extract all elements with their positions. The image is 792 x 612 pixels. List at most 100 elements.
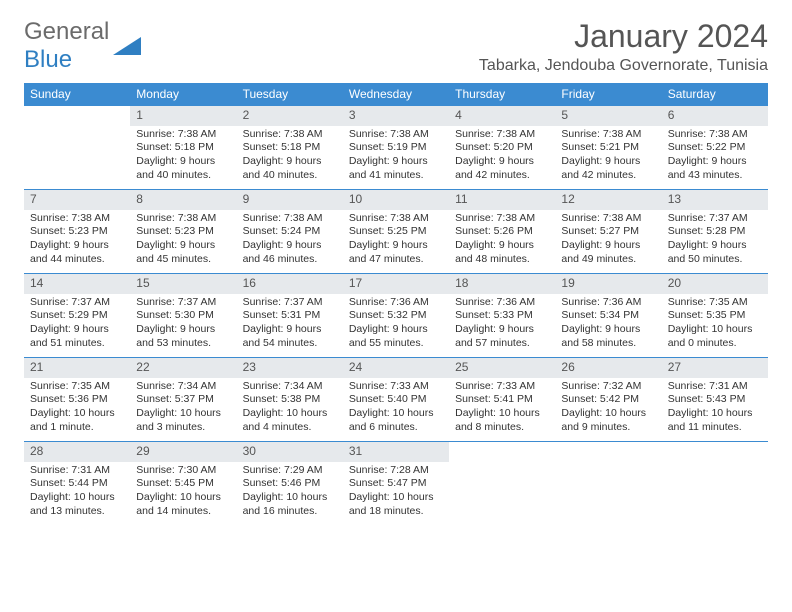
sunset-text: Sunset: 5:28 PM	[668, 225, 762, 239]
day-number: 9	[237, 190, 343, 210]
calendar-cell: 17Sunrise: 7:36 AMSunset: 5:32 PMDayligh…	[343, 274, 449, 358]
weekday-header-row: Sunday Monday Tuesday Wednesday Thursday…	[24, 83, 768, 106]
sunset-text: Sunset: 5:43 PM	[668, 393, 762, 407]
daylight-text: Daylight: 10 hours and 3 minutes.	[136, 407, 230, 434]
day-body: Sunrise: 7:38 AMSunset: 5:22 PMDaylight:…	[662, 126, 768, 187]
sunrise-text: Sunrise: 7:33 AM	[455, 380, 549, 394]
logo-text-blue: Blue	[24, 46, 72, 73]
sunset-text: Sunset: 5:24 PM	[243, 225, 337, 239]
calendar-cell: 21Sunrise: 7:35 AMSunset: 5:36 PMDayligh…	[24, 358, 130, 442]
weekday-header: Monday	[130, 83, 236, 106]
day-body: Sunrise: 7:29 AMSunset: 5:46 PMDaylight:…	[237, 462, 343, 523]
daylight-text: Daylight: 9 hours and 54 minutes.	[243, 323, 337, 350]
calendar-cell: 18Sunrise: 7:36 AMSunset: 5:33 PMDayligh…	[449, 274, 555, 358]
calendar-cell: 1Sunrise: 7:38 AMSunset: 5:18 PMDaylight…	[130, 106, 236, 190]
day-body: Sunrise: 7:35 AMSunset: 5:36 PMDaylight:…	[24, 378, 130, 439]
day-number: 12	[555, 190, 661, 210]
calendar-cell: 5Sunrise: 7:38 AMSunset: 5:21 PMDaylight…	[555, 106, 661, 190]
daylight-text: Daylight: 10 hours and 1 minute.	[30, 407, 124, 434]
day-body: Sunrise: 7:36 AMSunset: 5:32 PMDaylight:…	[343, 294, 449, 355]
sunset-text: Sunset: 5:36 PM	[30, 393, 124, 407]
sunset-text: Sunset: 5:23 PM	[30, 225, 124, 239]
calendar-cell: 27Sunrise: 7:31 AMSunset: 5:43 PMDayligh…	[662, 358, 768, 442]
daylight-text: Daylight: 9 hours and 43 minutes.	[668, 155, 762, 182]
day-body: Sunrise: 7:33 AMSunset: 5:41 PMDaylight:…	[449, 378, 555, 439]
weekday-header: Thursday	[449, 83, 555, 106]
sunrise-text: Sunrise: 7:36 AM	[455, 296, 549, 310]
sunrise-text: Sunrise: 7:38 AM	[349, 128, 443, 142]
sunset-text: Sunset: 5:34 PM	[561, 309, 655, 323]
daylight-text: Daylight: 10 hours and 13 minutes.	[30, 491, 124, 518]
day-number: 6	[662, 106, 768, 126]
day-number: 24	[343, 358, 449, 378]
calendar-cell: 16Sunrise: 7:37 AMSunset: 5:31 PMDayligh…	[237, 274, 343, 358]
day-body: Sunrise: 7:32 AMSunset: 5:42 PMDaylight:…	[555, 378, 661, 439]
sunset-text: Sunset: 5:23 PM	[136, 225, 230, 239]
day-number: 8	[130, 190, 236, 210]
calendar-cell: 7Sunrise: 7:38 AMSunset: 5:23 PMDaylight…	[24, 190, 130, 274]
sunrise-text: Sunrise: 7:38 AM	[136, 128, 230, 142]
sunset-text: Sunset: 5:37 PM	[136, 393, 230, 407]
sunrise-text: Sunrise: 7:28 AM	[349, 464, 443, 478]
day-body: Sunrise: 7:35 AMSunset: 5:35 PMDaylight:…	[662, 294, 768, 355]
weekday-header: Saturday	[662, 83, 768, 106]
sunrise-text: Sunrise: 7:29 AM	[243, 464, 337, 478]
calendar-cell: 11Sunrise: 7:38 AMSunset: 5:26 PMDayligh…	[449, 190, 555, 274]
day-body: Sunrise: 7:34 AMSunset: 5:37 PMDaylight:…	[130, 378, 236, 439]
calendar-table: Sunday Monday Tuesday Wednesday Thursday…	[24, 83, 768, 526]
calendar-cell: 6Sunrise: 7:38 AMSunset: 5:22 PMDaylight…	[662, 106, 768, 190]
day-number: 18	[449, 274, 555, 294]
daylight-text: Daylight: 9 hours and 46 minutes.	[243, 239, 337, 266]
sunset-text: Sunset: 5:21 PM	[561, 141, 655, 155]
day-number: 4	[449, 106, 555, 126]
day-body: Sunrise: 7:37 AMSunset: 5:29 PMDaylight:…	[24, 294, 130, 355]
weekday-header: Sunday	[24, 83, 130, 106]
calendar-cell	[24, 106, 130, 190]
sunset-text: Sunset: 5:44 PM	[30, 477, 124, 491]
daylight-text: Daylight: 10 hours and 4 minutes.	[243, 407, 337, 434]
sunset-text: Sunset: 5:29 PM	[30, 309, 124, 323]
day-body: Sunrise: 7:33 AMSunset: 5:40 PMDaylight:…	[343, 378, 449, 439]
logo-triangle-icon	[113, 33, 141, 60]
sunset-text: Sunset: 5:35 PM	[668, 309, 762, 323]
daylight-text: Daylight: 10 hours and 8 minutes.	[455, 407, 549, 434]
calendar-cell: 31Sunrise: 7:28 AMSunset: 5:47 PMDayligh…	[343, 442, 449, 526]
day-number: 14	[24, 274, 130, 294]
sunset-text: Sunset: 5:18 PM	[243, 141, 337, 155]
day-body: Sunrise: 7:38 AMSunset: 5:23 PMDaylight:…	[24, 210, 130, 271]
daylight-text: Daylight: 9 hours and 57 minutes.	[455, 323, 549, 350]
sunrise-text: Sunrise: 7:37 AM	[243, 296, 337, 310]
calendar-cell: 25Sunrise: 7:33 AMSunset: 5:41 PMDayligh…	[449, 358, 555, 442]
sunset-text: Sunset: 5:27 PM	[561, 225, 655, 239]
calendar-cell: 23Sunrise: 7:34 AMSunset: 5:38 PMDayligh…	[237, 358, 343, 442]
calendar-cell: 28Sunrise: 7:31 AMSunset: 5:44 PMDayligh…	[24, 442, 130, 526]
sunrise-text: Sunrise: 7:38 AM	[668, 128, 762, 142]
sunrise-text: Sunrise: 7:38 AM	[349, 212, 443, 226]
sunset-text: Sunset: 5:46 PM	[243, 477, 337, 491]
calendar-row: 21Sunrise: 7:35 AMSunset: 5:36 PMDayligh…	[24, 358, 768, 442]
daylight-text: Daylight: 10 hours and 9 minutes.	[561, 407, 655, 434]
sunrise-text: Sunrise: 7:34 AM	[136, 380, 230, 394]
day-body: Sunrise: 7:38 AMSunset: 5:18 PMDaylight:…	[130, 126, 236, 187]
daylight-text: Daylight: 9 hours and 40 minutes.	[243, 155, 337, 182]
day-body: Sunrise: 7:37 AMSunset: 5:30 PMDaylight:…	[130, 294, 236, 355]
calendar-cell: 29Sunrise: 7:30 AMSunset: 5:45 PMDayligh…	[130, 442, 236, 526]
day-body: Sunrise: 7:31 AMSunset: 5:43 PMDaylight:…	[662, 378, 768, 439]
sunrise-text: Sunrise: 7:38 AM	[136, 212, 230, 226]
day-body: Sunrise: 7:30 AMSunset: 5:45 PMDaylight:…	[130, 462, 236, 523]
weekday-header: Friday	[555, 83, 661, 106]
daylight-text: Daylight: 9 hours and 44 minutes.	[30, 239, 124, 266]
calendar-cell: 13Sunrise: 7:37 AMSunset: 5:28 PMDayligh…	[662, 190, 768, 274]
day-body: Sunrise: 7:38 AMSunset: 5:27 PMDaylight:…	[555, 210, 661, 271]
day-body: Sunrise: 7:37 AMSunset: 5:31 PMDaylight:…	[237, 294, 343, 355]
calendar-cell: 20Sunrise: 7:35 AMSunset: 5:35 PMDayligh…	[662, 274, 768, 358]
daylight-text: Daylight: 9 hours and 42 minutes.	[455, 155, 549, 182]
sunset-text: Sunset: 5:31 PM	[243, 309, 337, 323]
day-body: Sunrise: 7:38 AMSunset: 5:21 PMDaylight:…	[555, 126, 661, 187]
sunrise-text: Sunrise: 7:38 AM	[561, 128, 655, 142]
calendar-cell: 15Sunrise: 7:37 AMSunset: 5:30 PMDayligh…	[130, 274, 236, 358]
daylight-text: Daylight: 9 hours and 49 minutes.	[561, 239, 655, 266]
day-number: 26	[555, 358, 661, 378]
day-number: 17	[343, 274, 449, 294]
day-body: Sunrise: 7:36 AMSunset: 5:33 PMDaylight:…	[449, 294, 555, 355]
